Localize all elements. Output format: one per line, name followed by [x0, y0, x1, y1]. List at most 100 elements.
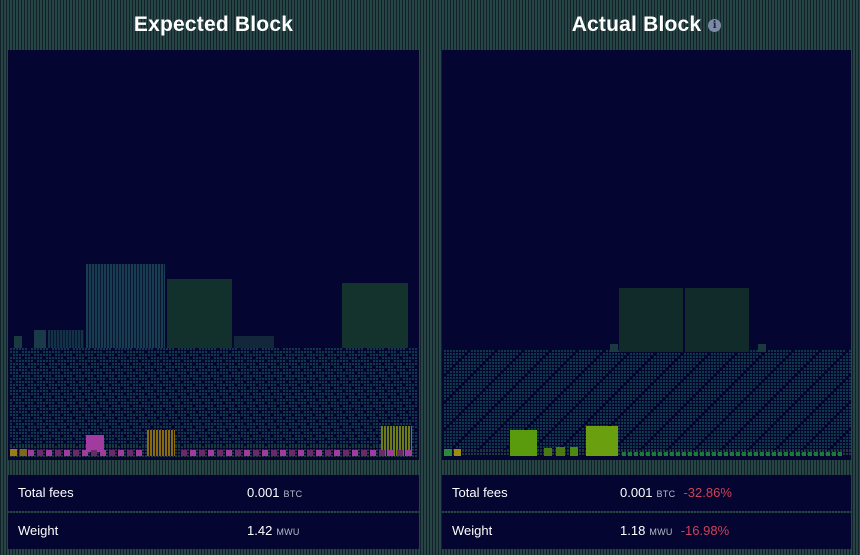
tx-square[interactable] — [415, 399, 417, 401]
tx-square[interactable] — [208, 378, 210, 380]
tx-square[interactable] — [507, 359, 509, 361]
tx-square[interactable] — [558, 350, 560, 352]
tx-square[interactable] — [376, 378, 378, 380]
tx-square[interactable] — [253, 369, 255, 371]
tx-square[interactable] — [295, 375, 297, 377]
tx-square[interactable] — [40, 441, 42, 443]
tx-square[interactable] — [163, 420, 165, 422]
tx-square[interactable] — [43, 363, 45, 365]
tx-square[interactable] — [253, 423, 255, 425]
tx-square[interactable] — [780, 350, 782, 352]
tx-square[interactable] — [31, 381, 33, 383]
tx-square[interactable] — [163, 381, 165, 383]
tx-square[interactable] — [337, 446, 339, 448]
tx-square[interactable] — [247, 411, 249, 413]
tx-square[interactable] — [142, 405, 144, 407]
tx-square[interactable] — [31, 360, 33, 362]
tx-square[interactable] — [364, 405, 366, 407]
tx-square[interactable] — [415, 426, 417, 428]
tx-square[interactable] — [10, 411, 12, 413]
tx-square[interactable] — [367, 435, 369, 437]
tx-square[interactable] — [220, 381, 222, 383]
tx-square[interactable] — [37, 360, 39, 362]
tx-square[interactable] — [124, 432, 126, 434]
tx-square[interactable] — [25, 399, 27, 401]
tx-square[interactable] — [319, 378, 321, 380]
tx-square-small[interactable] — [190, 450, 196, 456]
tx-square[interactable] — [346, 393, 348, 395]
tx-square[interactable] — [355, 423, 357, 425]
tx-square[interactable] — [388, 414, 390, 416]
tx-square[interactable] — [280, 375, 282, 377]
tx-square[interactable] — [73, 429, 75, 431]
tx-square[interactable] — [142, 402, 144, 404]
tx-square[interactable] — [85, 411, 87, 413]
tx-square[interactable] — [373, 363, 375, 365]
tx-square[interactable] — [352, 444, 354, 446]
tx-square[interactable] — [567, 353, 569, 355]
tx-square[interactable] — [319, 446, 321, 448]
tx-square[interactable] — [322, 396, 324, 398]
tx-square[interactable] — [190, 387, 192, 389]
tx-square[interactable] — [229, 441, 231, 443]
tx-square[interactable] — [364, 444, 366, 446]
tx-square[interactable] — [400, 348, 402, 350]
tx-square[interactable] — [313, 429, 315, 431]
tx-square[interactable] — [220, 372, 222, 374]
tx-square[interactable] — [286, 414, 288, 416]
tx-square[interactable] — [340, 396, 342, 398]
tx-square[interactable] — [127, 432, 129, 434]
tx-square[interactable] — [298, 417, 300, 419]
tx-square[interactable] — [340, 390, 342, 392]
tx-separator[interactable] — [71, 330, 72, 348]
tx-square[interactable] — [34, 405, 36, 407]
tx-square[interactable] — [70, 435, 72, 437]
tx-square[interactable] — [136, 435, 138, 437]
tx-square[interactable] — [289, 357, 291, 359]
tx-square[interactable] — [208, 432, 210, 434]
tx-square[interactable] — [166, 396, 168, 398]
tx-square[interactable] — [340, 432, 342, 434]
tx-square[interactable] — [76, 446, 78, 448]
tx-square[interactable] — [328, 426, 330, 428]
tx-square[interactable] — [115, 444, 117, 446]
tx-square[interactable] — [696, 356, 698, 358]
tx-square[interactable] — [304, 405, 306, 407]
tx-square[interactable] — [304, 351, 306, 353]
tx-square[interactable] — [211, 387, 213, 389]
tx-square[interactable] — [31, 408, 33, 410]
tx-square[interactable] — [256, 432, 258, 434]
tx-square[interactable] — [34, 449, 36, 451]
tx-square[interactable] — [283, 381, 285, 383]
tx-square[interactable] — [259, 351, 261, 353]
tx-square[interactable] — [187, 432, 189, 434]
tx-square[interactable] — [280, 357, 282, 359]
tx-square[interactable] — [31, 357, 33, 359]
tx-square[interactable] — [741, 359, 743, 361]
tx-square[interactable] — [555, 350, 557, 352]
tx-square[interactable] — [73, 405, 75, 407]
tx-square[interactable] — [304, 363, 306, 365]
tx-square[interactable] — [376, 452, 378, 454]
tx-square[interactable] — [313, 357, 315, 359]
tx-square[interactable] — [771, 359, 773, 361]
tx-square[interactable] — [79, 426, 81, 428]
tx-square[interactable] — [406, 387, 408, 389]
tx-square[interactable] — [154, 417, 156, 419]
tx-square[interactable] — [196, 384, 198, 386]
tx-square[interactable] — [286, 426, 288, 428]
tx-square[interactable] — [729, 356, 731, 358]
tx-square[interactable] — [256, 438, 258, 440]
tx-square[interactable] — [88, 348, 90, 350]
tx-square[interactable] — [298, 348, 300, 350]
tx-square[interactable] — [40, 411, 42, 413]
tx-square[interactable] — [364, 408, 366, 410]
tx-square[interactable] — [10, 420, 12, 422]
tx-square[interactable] — [193, 411, 195, 413]
tx-square[interactable] — [603, 359, 605, 361]
tx-square[interactable] — [217, 351, 219, 353]
tx-square[interactable] — [744, 353, 746, 355]
tx-square[interactable] — [121, 381, 123, 383]
tx-square[interactable] — [52, 387, 54, 389]
tx-square[interactable] — [241, 381, 243, 383]
